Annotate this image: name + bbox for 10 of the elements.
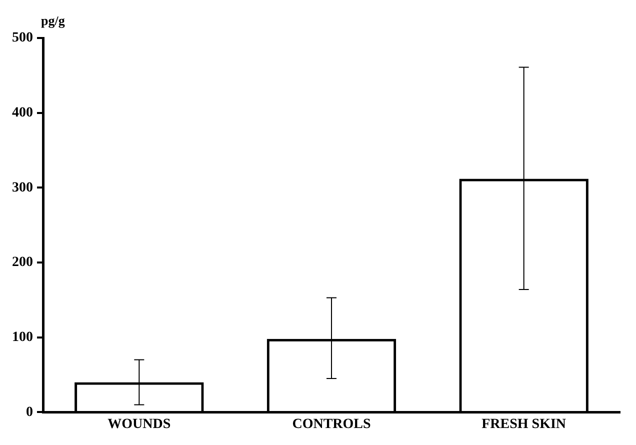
y-tick-label: 0 (26, 404, 33, 420)
y-tick-label: 300 (12, 180, 33, 196)
y-axis-title: pg/g (41, 12, 66, 28)
x-tick-label: FRESH SKIN (482, 417, 566, 432)
x-tick-label: CONTROLS (292, 417, 371, 432)
x-tick-label: WOUNDS (108, 417, 171, 432)
y-tick-label: 400 (12, 105, 33, 120)
y-tick-label: 500 (12, 30, 33, 46)
y-tick-label: 200 (12, 255, 33, 270)
y-tick-label: 100 (12, 330, 33, 345)
